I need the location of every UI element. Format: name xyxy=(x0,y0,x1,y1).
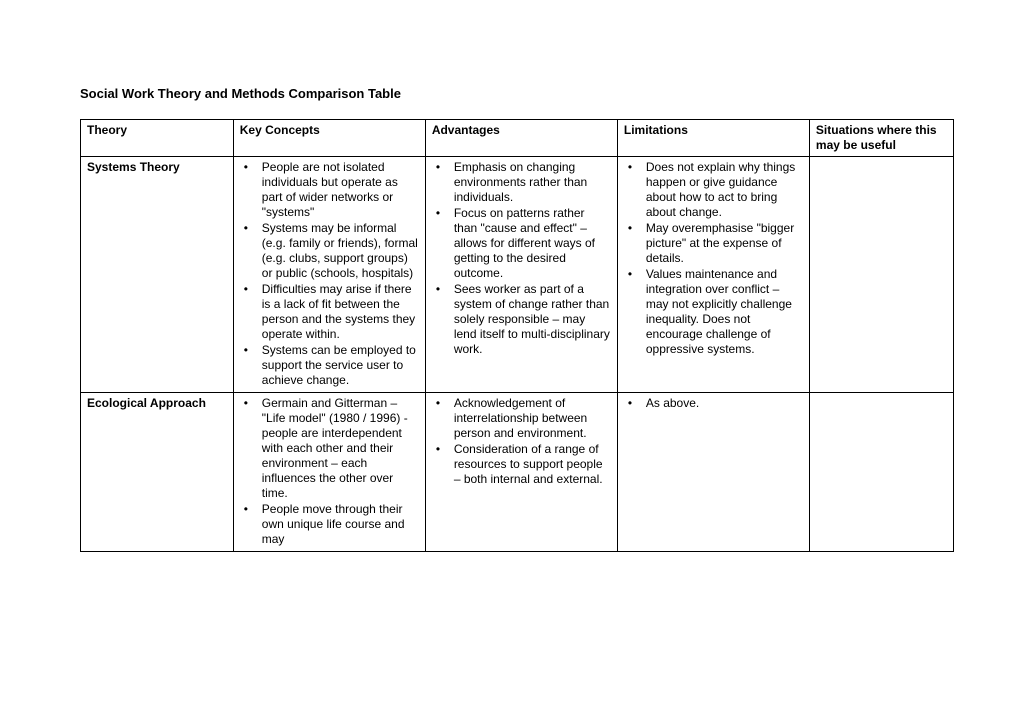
list-item: Consideration of a range of resources to… xyxy=(432,442,611,487)
col-header-situations: Situations where this may be useful xyxy=(809,120,953,157)
list-item: Focus on patterns rather than "cause and… xyxy=(432,206,611,281)
list-item: Acknowledgement of interrelationship bet… xyxy=(432,396,611,441)
key-concepts-cell: Germain and Gitterman – "Life model" (19… xyxy=(233,393,425,552)
limitations-cell: Does not explain why things happen or gi… xyxy=(617,157,809,393)
list-item: Systems can be employed to support the s… xyxy=(240,343,419,388)
table-row: Systems TheoryPeople are not isolated in… xyxy=(81,157,954,393)
theory-cell: Ecological Approach xyxy=(81,393,234,552)
situations-cell xyxy=(809,393,953,552)
list-item: Does not explain why things happen or gi… xyxy=(624,160,803,220)
advantages-cell-list: Emphasis on changing environments rather… xyxy=(432,160,611,357)
list-item: Emphasis on changing environments rather… xyxy=(432,160,611,205)
limitations-cell: As above. xyxy=(617,393,809,552)
situations-cell xyxy=(809,157,953,393)
list-item: Difficulties may arise if there is a lac… xyxy=(240,282,419,342)
document-page: Social Work Theory and Methods Compariso… xyxy=(0,0,1024,592)
list-item: As above. xyxy=(624,396,803,411)
key-concepts-cell: People are not isolated individuals but … xyxy=(233,157,425,393)
page-title: Social Work Theory and Methods Compariso… xyxy=(80,86,954,101)
list-item: Systems may be informal (e.g. family or … xyxy=(240,221,419,281)
list-item: May overemphasise "bigger picture" at th… xyxy=(624,221,803,266)
advantages-cell-list: Acknowledgement of interrelationship bet… xyxy=(432,396,611,487)
col-header-limitations: Limitations xyxy=(617,120,809,157)
col-header-theory: Theory xyxy=(81,120,234,157)
comparison-table: Theory Key Concepts Advantages Limitatio… xyxy=(80,119,954,552)
list-item: People are not isolated individuals but … xyxy=(240,160,419,220)
key-concepts-cell-list: Germain and Gitterman – "Life model" (19… xyxy=(240,396,419,547)
list-item: Values maintenance and integration over … xyxy=(624,267,803,357)
table-header-row: Theory Key Concepts Advantages Limitatio… xyxy=(81,120,954,157)
limitations-cell-list: Does not explain why things happen or gi… xyxy=(624,160,803,357)
advantages-cell: Emphasis on changing environments rather… xyxy=(425,157,617,393)
list-item: Germain and Gitterman – "Life model" (19… xyxy=(240,396,419,501)
limitations-cell-list: As above. xyxy=(624,396,803,411)
list-item: Sees worker as part of a system of chang… xyxy=(432,282,611,357)
key-concepts-cell-list: People are not isolated individuals but … xyxy=(240,160,419,388)
advantages-cell: Acknowledgement of interrelationship bet… xyxy=(425,393,617,552)
list-item: People move through their own unique lif… xyxy=(240,502,419,547)
col-header-advantages: Advantages xyxy=(425,120,617,157)
theory-cell: Systems Theory xyxy=(81,157,234,393)
table-body: Systems TheoryPeople are not isolated in… xyxy=(81,157,954,552)
table-row: Ecological ApproachGermain and Gitterman… xyxy=(81,393,954,552)
col-header-key-concepts: Key Concepts xyxy=(233,120,425,157)
